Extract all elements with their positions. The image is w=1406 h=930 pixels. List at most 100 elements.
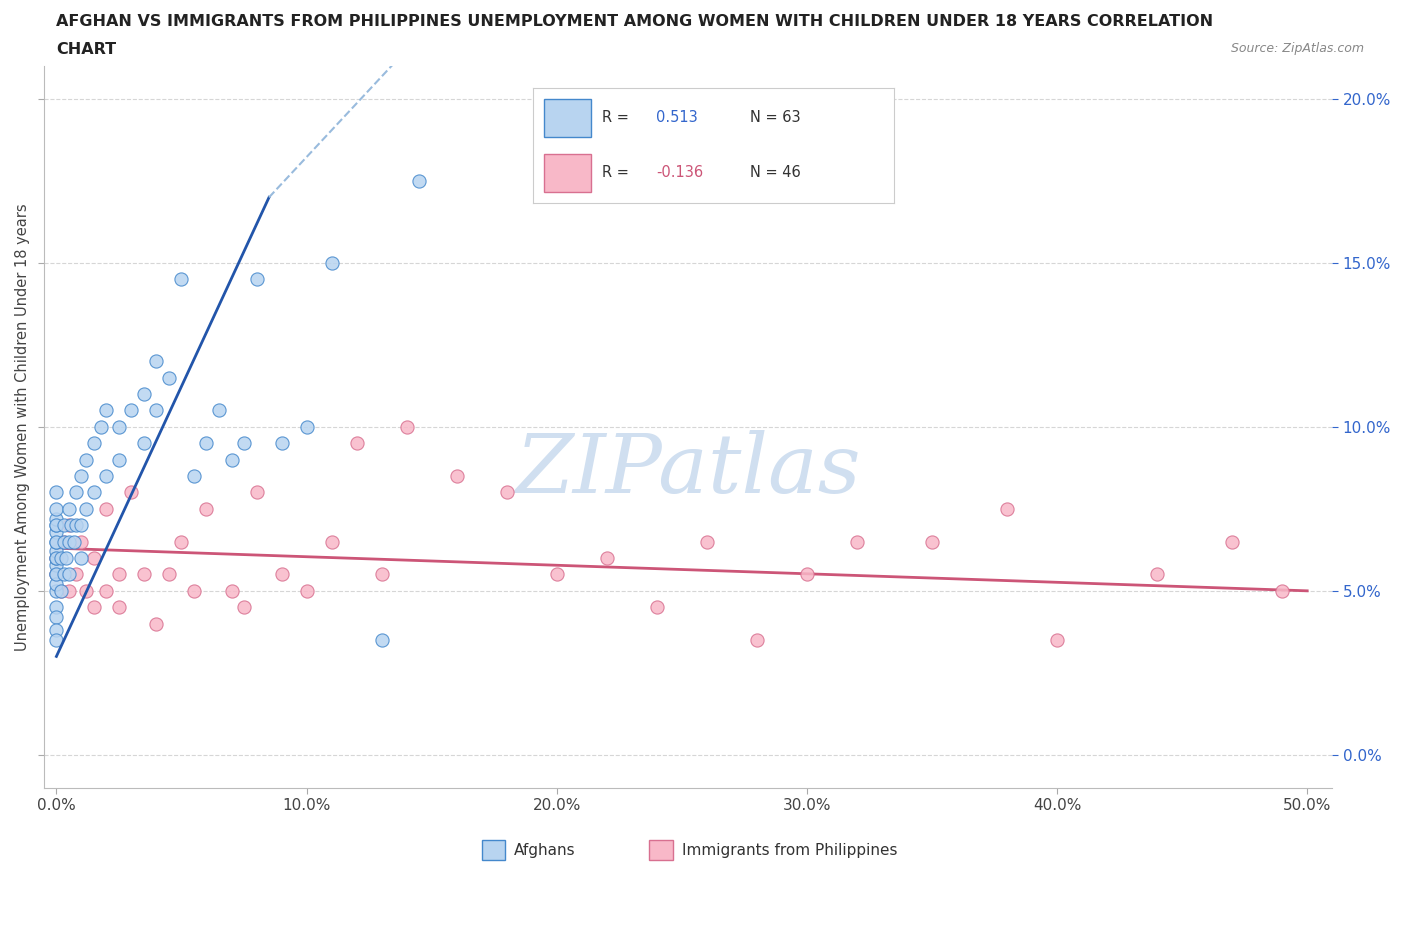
Point [596, 551, 619, 565]
Point [270, 567, 292, 582]
Point [52, 518, 75, 533]
Point [45, 583, 67, 598]
Text: ZIPatlas: ZIPatlas [515, 431, 860, 511]
Point [195, 436, 218, 451]
Point [395, 419, 418, 434]
Point [51, 583, 73, 598]
Point [120, 485, 142, 500]
Point [546, 567, 568, 582]
Point [446, 469, 468, 484]
Point [90, 419, 112, 434]
Point [70, 551, 93, 565]
Point [45, 567, 67, 582]
Point [145, 617, 167, 631]
Point [370, 632, 392, 647]
FancyBboxPatch shape [482, 840, 505, 859]
Point [845, 534, 868, 549]
Y-axis label: Unemployment Among Women with Children Under 18 years: Unemployment Among Women with Children U… [15, 203, 30, 651]
FancyBboxPatch shape [650, 840, 672, 859]
Point [157, 567, 180, 582]
Text: Immigrants from Philippines: Immigrants from Philippines [682, 843, 897, 857]
Point [58, 501, 80, 516]
Point [70, 518, 93, 533]
Point [233, 600, 256, 615]
Point [65, 518, 87, 533]
Point [45, 577, 67, 591]
Point [132, 436, 155, 451]
Point [295, 419, 318, 434]
Point [120, 403, 142, 418]
Point [45, 485, 67, 500]
Point [45, 551, 67, 565]
Point [108, 419, 131, 434]
Point [108, 600, 131, 615]
Point [65, 485, 87, 500]
Point [132, 567, 155, 582]
Point [60, 518, 83, 533]
Point [245, 485, 267, 500]
Point [45, 623, 67, 638]
Point [1146, 567, 1168, 582]
Point [83, 485, 105, 500]
Point [45, 567, 67, 582]
Point [295, 583, 318, 598]
Point [65, 567, 87, 582]
Point [195, 501, 218, 516]
Point [183, 583, 205, 598]
Point [58, 567, 80, 582]
Text: CHART: CHART [56, 42, 117, 57]
Point [75, 501, 97, 516]
Point [45, 518, 67, 533]
Text: Afghans: Afghans [515, 843, 575, 857]
Point [45, 544, 67, 559]
Point [1220, 534, 1243, 549]
Point [745, 632, 768, 647]
Point [75, 583, 97, 598]
Point [45, 534, 67, 549]
Point [45, 551, 67, 565]
Point [183, 469, 205, 484]
Point [83, 436, 105, 451]
Text: AFGHAN VS IMMIGRANTS FROM PHILIPPINES UNEMPLOYMENT AMONG WOMEN WITH CHILDREN UND: AFGHAN VS IMMIGRANTS FROM PHILIPPINES UN… [56, 14, 1213, 29]
Point [51, 583, 73, 598]
Point [58, 518, 80, 533]
Point [55, 551, 77, 565]
Point [45, 600, 67, 615]
Point [796, 567, 818, 582]
Point [96, 583, 118, 598]
Point [221, 583, 243, 598]
Point [321, 256, 343, 271]
Point [921, 534, 943, 549]
Point [170, 534, 193, 549]
Point [370, 567, 392, 582]
Point [696, 534, 718, 549]
Point [45, 632, 67, 647]
Point [45, 501, 67, 516]
Point [70, 534, 93, 549]
Point [52, 534, 75, 549]
Point [1271, 583, 1294, 598]
Point [83, 551, 105, 565]
Text: Source: ZipAtlas.com: Source: ZipAtlas.com [1230, 42, 1364, 55]
Point [52, 534, 75, 549]
Point [995, 501, 1018, 516]
Point [221, 452, 243, 467]
Point [495, 485, 517, 500]
Point [45, 567, 67, 582]
Point [45, 557, 67, 572]
Point [108, 452, 131, 467]
Point [170, 272, 193, 286]
Point [96, 501, 118, 516]
Point [96, 469, 118, 484]
Point [408, 174, 430, 189]
Point [233, 436, 256, 451]
Point [96, 403, 118, 418]
Point [52, 567, 75, 582]
Point [63, 534, 86, 549]
Point [245, 272, 267, 286]
Point [208, 403, 231, 418]
Point [132, 387, 155, 402]
Point [45, 525, 67, 539]
Point [321, 534, 343, 549]
Point [45, 518, 67, 533]
